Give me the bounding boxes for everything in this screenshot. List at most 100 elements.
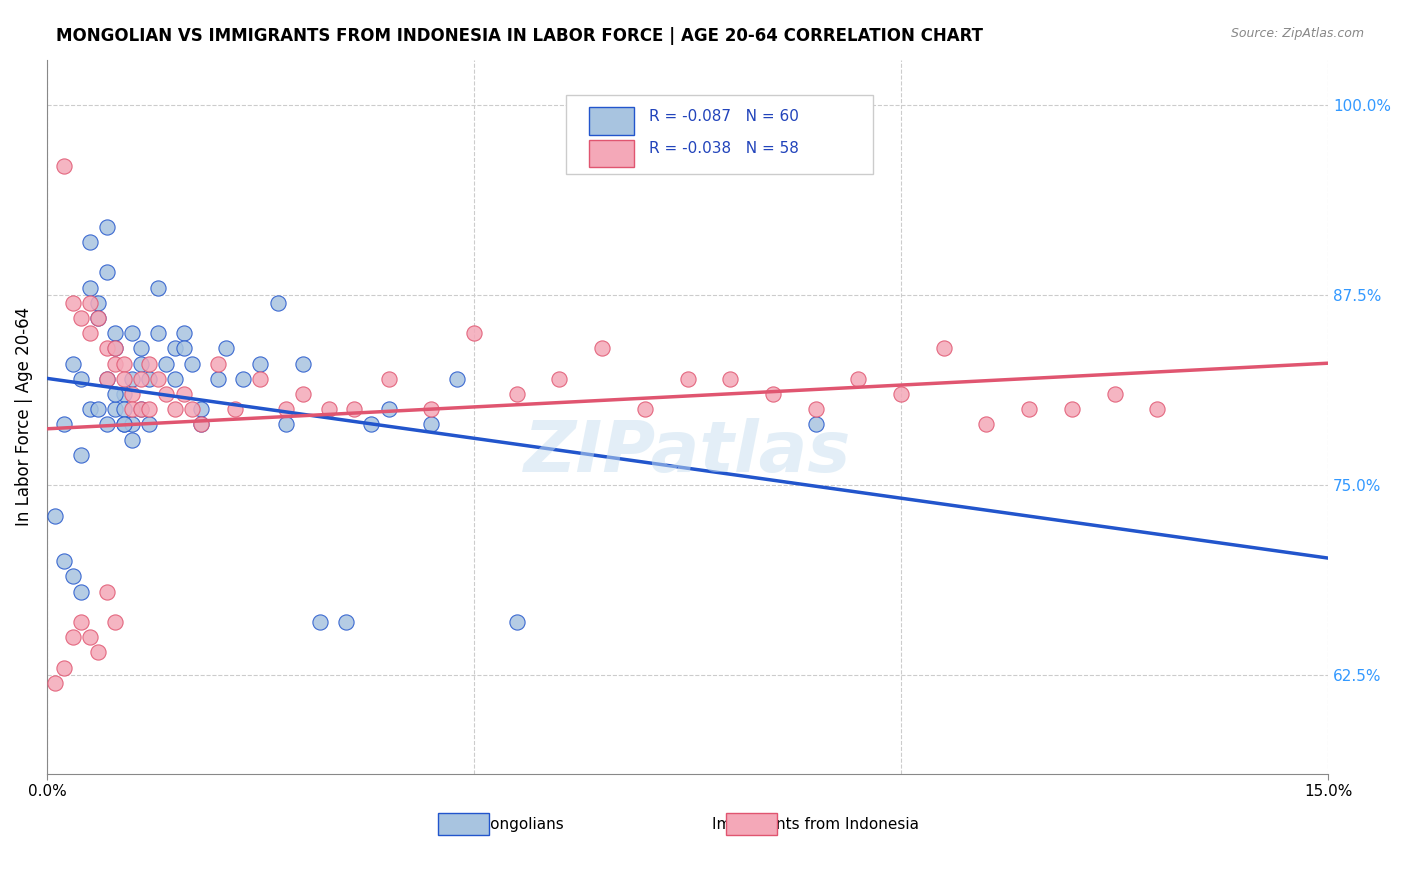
Point <box>163 372 186 386</box>
Point <box>173 342 195 356</box>
Point <box>129 402 152 417</box>
Point <box>44 508 66 523</box>
Point <box>52 417 75 432</box>
Point <box>804 417 827 432</box>
Point <box>1060 402 1083 417</box>
Point <box>121 326 143 341</box>
Point <box>360 417 382 432</box>
Point <box>215 342 238 356</box>
Point <box>548 372 571 386</box>
Point <box>104 326 127 341</box>
Point <box>249 372 271 386</box>
Point <box>129 342 152 356</box>
Point <box>62 630 84 644</box>
Point <box>87 645 110 659</box>
Text: ZIPatlas: ZIPatlas <box>524 418 851 487</box>
Point <box>96 372 118 386</box>
Point <box>104 615 127 629</box>
Point <box>112 417 135 432</box>
Point <box>96 584 118 599</box>
Point <box>446 372 468 386</box>
Text: Source: ZipAtlas.com: Source: ZipAtlas.com <box>1230 27 1364 40</box>
Point <box>87 311 110 326</box>
Point <box>224 402 246 417</box>
Point <box>146 326 169 341</box>
Point <box>121 402 143 417</box>
Point <box>79 280 101 294</box>
Point <box>70 372 93 386</box>
Point <box>138 402 160 417</box>
Point <box>52 660 75 674</box>
Point <box>112 372 135 386</box>
Point <box>52 159 75 173</box>
Text: R = -0.087   N = 60: R = -0.087 N = 60 <box>650 109 799 124</box>
Point <box>129 372 152 386</box>
Point <box>762 387 785 401</box>
Point <box>146 280 169 294</box>
Point <box>52 554 75 568</box>
Point <box>804 402 827 417</box>
Point <box>190 417 212 432</box>
Point <box>377 402 399 417</box>
Text: Mongolians: Mongolians <box>478 816 564 831</box>
Point <box>87 311 110 326</box>
Point <box>292 387 315 401</box>
Point <box>420 402 443 417</box>
Point <box>249 357 271 371</box>
Point <box>335 615 357 629</box>
Point <box>96 342 118 356</box>
Point <box>343 402 366 417</box>
Point <box>112 357 135 371</box>
Point <box>190 402 212 417</box>
Point <box>591 342 613 356</box>
Point <box>718 372 741 386</box>
Point <box>1104 387 1126 401</box>
Point <box>70 448 93 462</box>
Bar <box>589 107 634 135</box>
Point <box>463 326 485 341</box>
Point <box>104 357 127 371</box>
Point <box>62 295 84 310</box>
Point <box>79 630 101 644</box>
Point <box>505 615 527 629</box>
Point <box>62 357 84 371</box>
Point <box>173 387 195 401</box>
Point <box>121 387 143 401</box>
Point <box>181 357 204 371</box>
Point <box>70 311 93 326</box>
Point <box>932 342 955 356</box>
Point <box>79 326 101 341</box>
Bar <box>725 814 778 835</box>
Point <box>96 219 118 234</box>
Point <box>146 372 169 386</box>
Point <box>104 387 127 401</box>
Point <box>104 402 127 417</box>
Y-axis label: In Labor Force | Age 20-64: In Labor Force | Age 20-64 <box>15 307 32 526</box>
Point <box>138 357 160 371</box>
Point <box>232 372 254 386</box>
Point <box>112 417 135 432</box>
Point <box>266 295 288 310</box>
Point <box>155 357 177 371</box>
Point <box>676 372 699 386</box>
Point <box>79 295 101 310</box>
Point <box>377 372 399 386</box>
Point <box>96 417 118 432</box>
Point <box>104 342 127 356</box>
Point <box>976 417 998 432</box>
Point <box>420 417 443 432</box>
Point <box>138 417 160 432</box>
Point <box>292 357 315 371</box>
Point <box>121 433 143 447</box>
Point <box>274 417 297 432</box>
Point <box>1018 402 1040 417</box>
Bar <box>437 814 489 835</box>
Point <box>890 387 912 401</box>
Point <box>138 372 160 386</box>
Point <box>96 372 118 386</box>
Point <box>190 417 212 432</box>
Point <box>121 372 143 386</box>
Point <box>155 387 177 401</box>
Point <box>163 342 186 356</box>
Point <box>96 265 118 279</box>
